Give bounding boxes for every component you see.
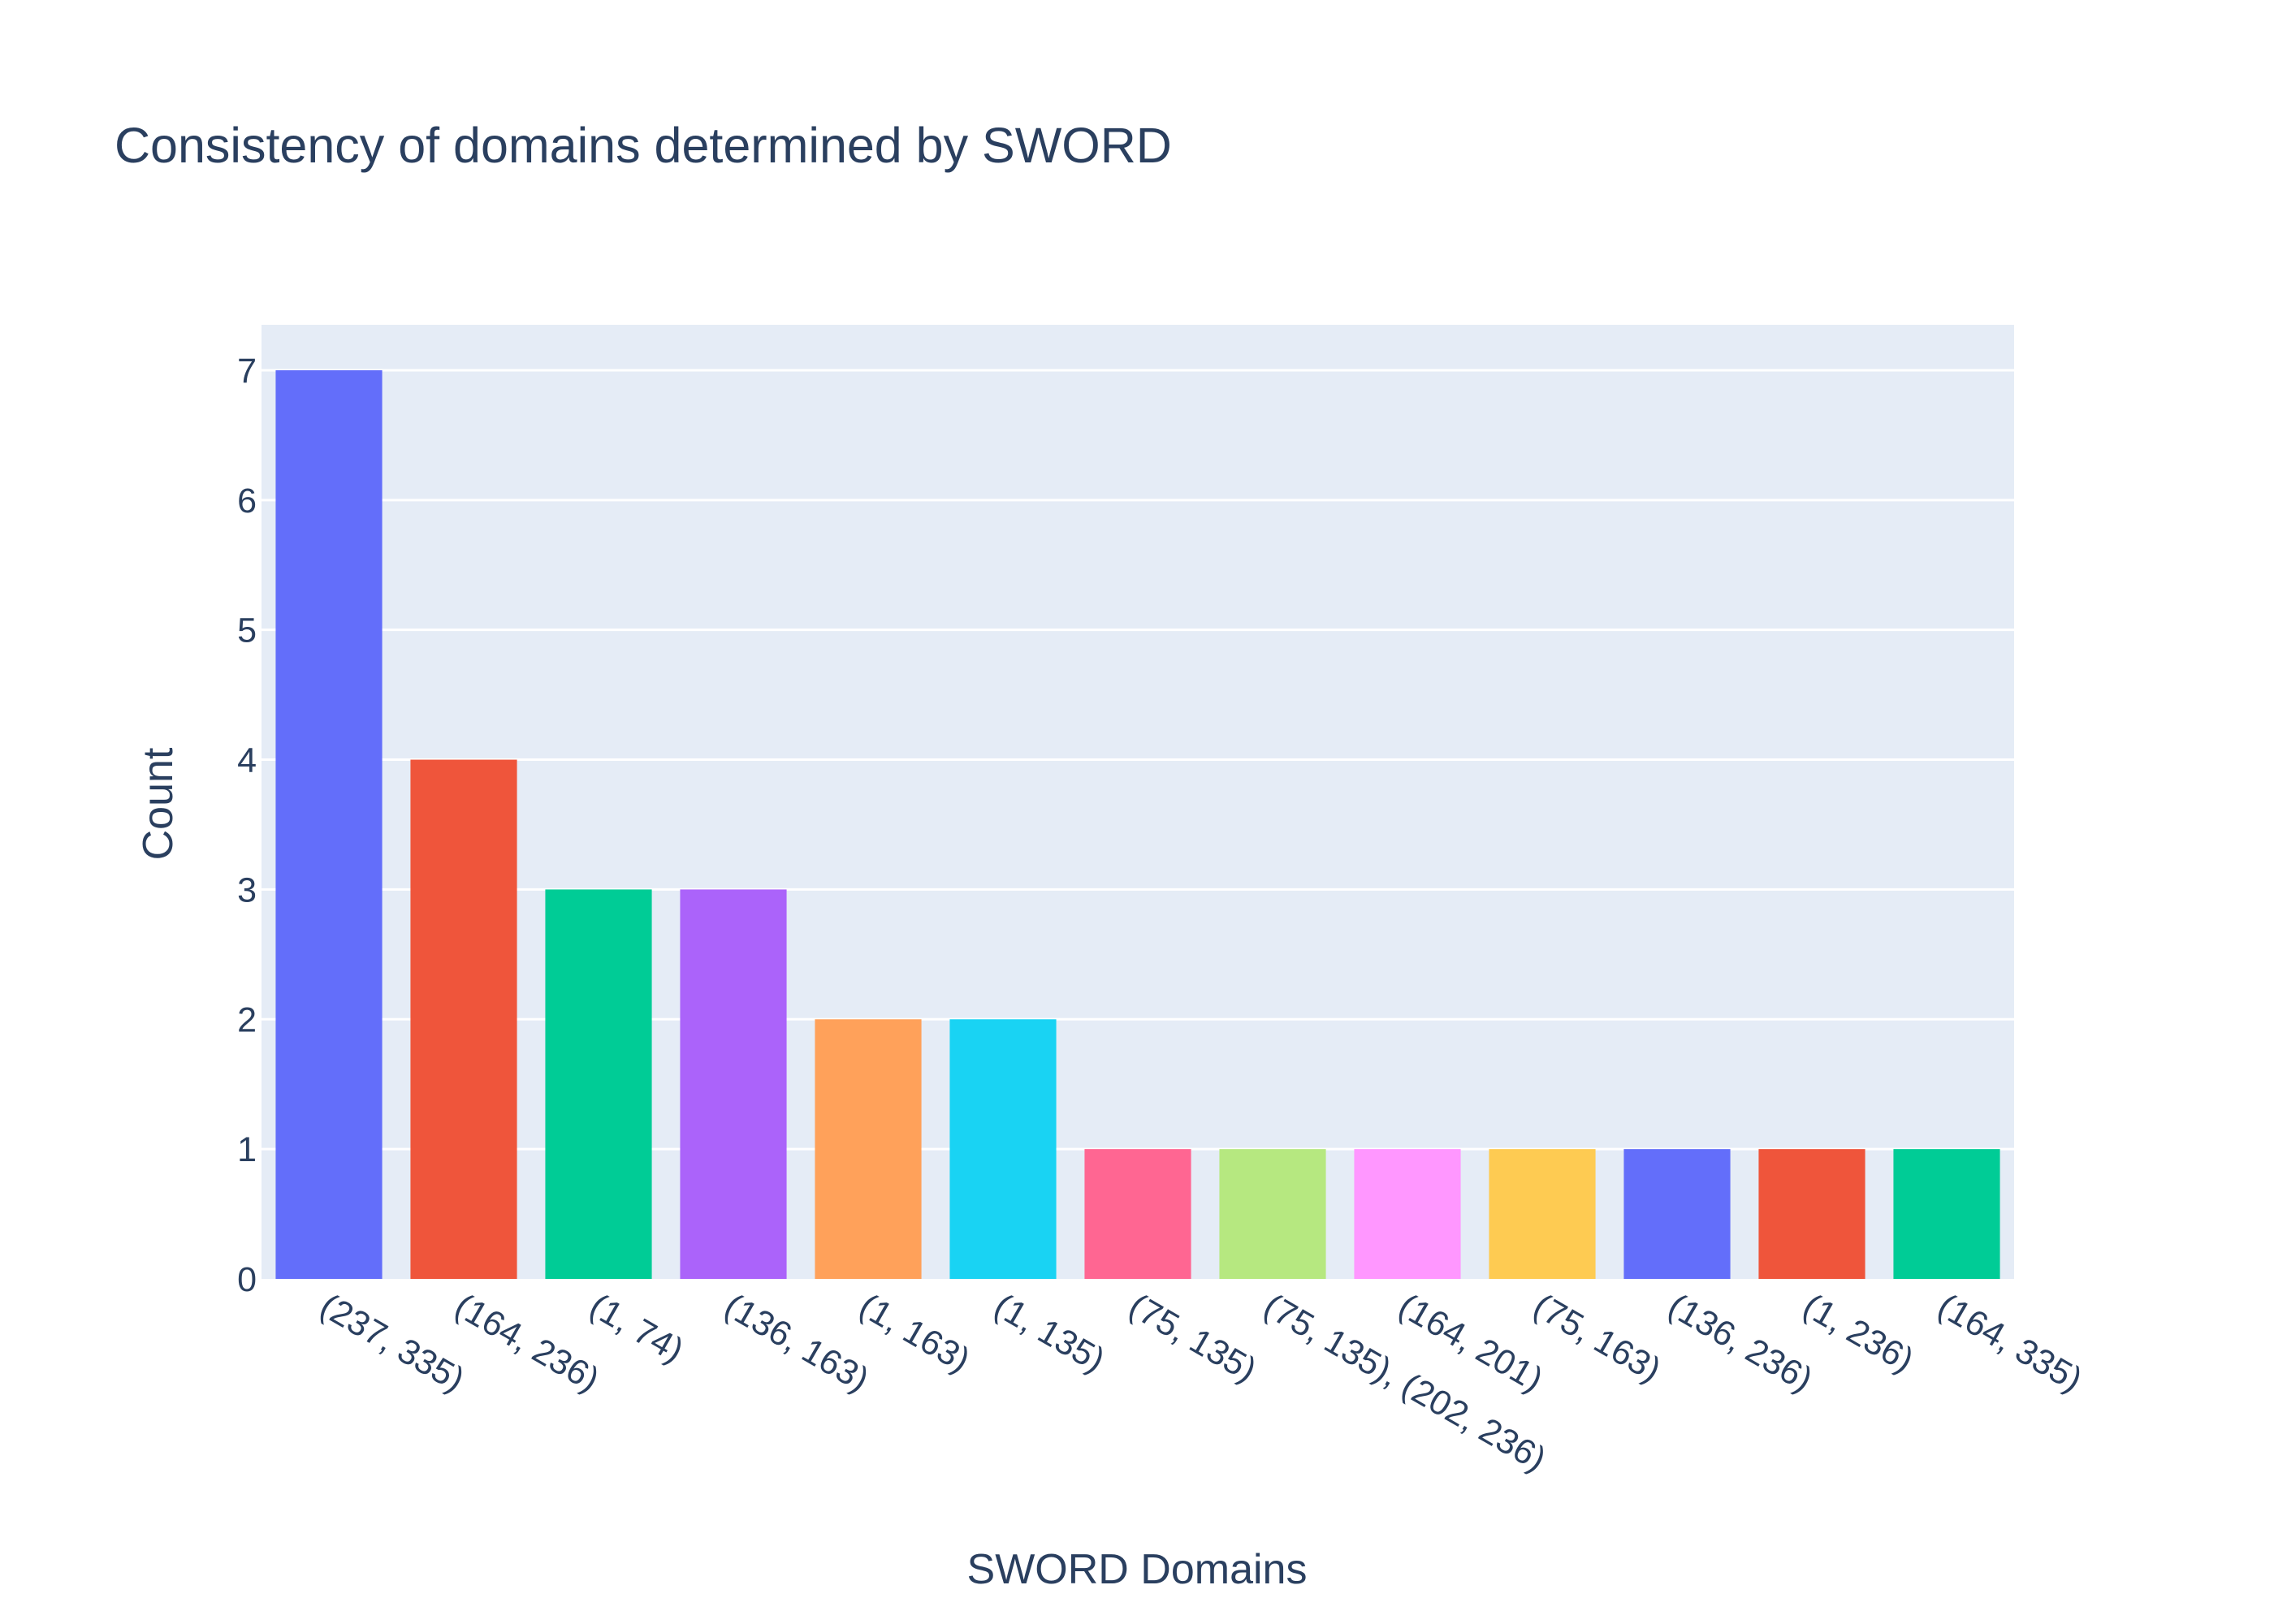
y-axis-ticks: 0 1 2 3 4 5 6 7 — [237, 352, 257, 1299]
y-axis-title: Count — [135, 747, 182, 860]
bar[interactable] — [949, 1019, 1057, 1279]
y-tick-label: 0 — [237, 1260, 257, 1299]
bar[interactable] — [680, 889, 787, 1279]
y-tick-label: 6 — [237, 482, 257, 520]
chart-title: Consistency of domains determined by SWO… — [115, 118, 1172, 173]
bar[interactable] — [1893, 1149, 2000, 1279]
y-tick-label: 4 — [237, 741, 257, 780]
y-tick-label: 1 — [237, 1130, 257, 1169]
y-tick-label: 3 — [237, 870, 257, 909]
bars — [275, 369, 2000, 1279]
bar[interactable] — [815, 1019, 922, 1279]
y-tick-label: 7 — [237, 352, 257, 391]
bar[interactable] — [1219, 1149, 1326, 1279]
bar[interactable] — [1354, 1149, 1461, 1279]
x-axis-title: SWORD Domains — [967, 1546, 1308, 1593]
bar[interactable] — [545, 889, 652, 1279]
bar[interactable] — [275, 369, 383, 1279]
bar[interactable] — [1623, 1149, 1731, 1279]
bar[interactable] — [1084, 1149, 1191, 1279]
bar[interactable] — [1758, 1149, 1865, 1279]
y-tick-label: 5 — [237, 611, 257, 650]
y-tick-label: 2 — [237, 1000, 257, 1039]
bar[interactable] — [410, 759, 517, 1279]
plot-area — [262, 325, 2014, 1279]
bar[interactable] — [1489, 1149, 1596, 1279]
